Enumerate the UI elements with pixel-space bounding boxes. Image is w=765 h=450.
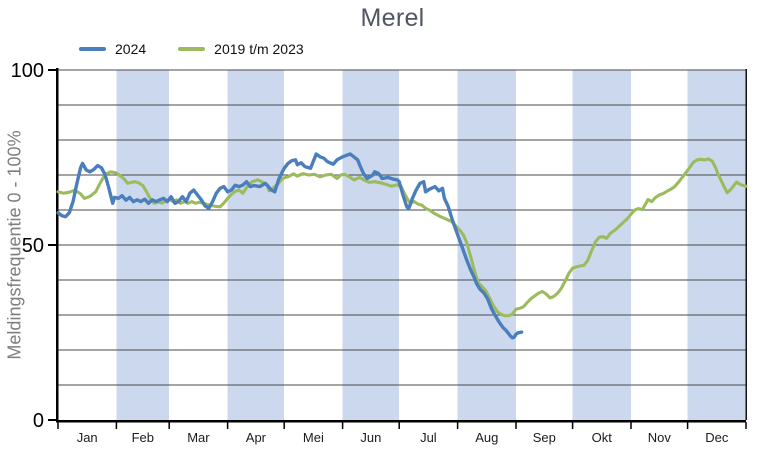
x-tick-label: Jun: [360, 430, 381, 445]
legend-line-sample-2024: [79, 47, 106, 51]
x-tick-label: Apr: [246, 430, 267, 445]
chart-title: Merel: [360, 4, 425, 32]
series-line-2024: [56, 152, 524, 340]
legend: 2024 2019 t/m 2023: [79, 41, 304, 57]
y-tick-label: 50: [22, 235, 44, 257]
x-tick-label: Sep: [533, 430, 556, 445]
legend-line-sample-2019-2023: [178, 47, 206, 51]
legend-item-2019-2023: 2019 t/m 2023: [178, 41, 304, 57]
x-tick-label: Jul: [420, 430, 437, 445]
x-tick-label: Mei: [303, 430, 324, 445]
x-tick-label: Dec: [705, 430, 729, 445]
x-tick-label: Mar: [187, 430, 210, 445]
x-tick-label: Aug: [475, 430, 498, 445]
legend-label-2024: 2024: [115, 41, 147, 57]
legend-label-2019-2023: 2019 t/m 2023: [214, 41, 304, 57]
y-tick-label: 0: [33, 410, 44, 432]
x-tick-label: Feb: [132, 430, 154, 445]
x-tick-label: Jan: [77, 430, 98, 445]
x-tick-label: Nov: [648, 430, 672, 445]
x-tick-label: Okt: [592, 430, 613, 445]
y-tick-label: 100: [11, 60, 44, 82]
legend-item-2024: 2024: [79, 41, 146, 57]
